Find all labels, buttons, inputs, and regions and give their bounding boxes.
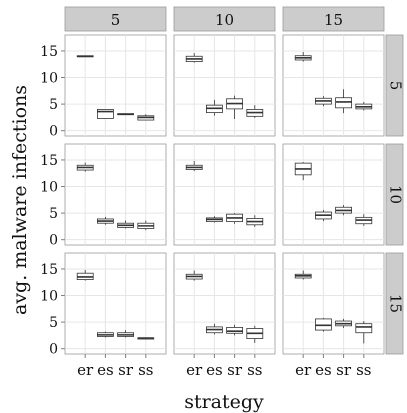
y-tick-label: 15 [40, 153, 58, 169]
panel-background [282, 34, 385, 137]
panel-background [173, 143, 276, 246]
panel-background [282, 252, 385, 355]
x-tick-label: sr [118, 361, 134, 379]
panel-background [64, 143, 167, 246]
y-tick-label: 0 [49, 124, 58, 140]
x-tick-label: es [206, 361, 223, 379]
row-strip [385, 143, 404, 246]
panel-background [64, 34, 167, 137]
x-axis-label: strategy [184, 391, 264, 413]
panel-background [282, 143, 385, 246]
x-tick-label: er [295, 361, 312, 379]
column-strip [173, 6, 276, 32]
row-strip-label: 5 [387, 81, 405, 91]
x-tick-label: ss [356, 361, 371, 379]
y-tick-label: 10 [40, 71, 58, 87]
column-strip-label: 15 [324, 11, 343, 29]
x-tick-label: ss [138, 361, 153, 379]
box-iqr [97, 109, 114, 119]
x-tick-label: es [315, 361, 332, 379]
y-tick-label: 0 [49, 342, 58, 358]
x-tick-label: sr [227, 361, 243, 379]
y-tick-label: 15 [40, 44, 58, 60]
x-tick-label: er [186, 361, 203, 379]
column-strip [282, 6, 385, 32]
y-tick-label: 10 [40, 289, 58, 305]
y-tick-label: 5 [49, 206, 58, 222]
box-iqr [355, 323, 373, 334]
panel-background [173, 34, 276, 137]
y-tick-label: 5 [49, 315, 58, 331]
x-tick-label: es [97, 361, 114, 379]
row-strip-label: 10 [387, 185, 405, 204]
y-axis-label: avg. malware infections [9, 85, 31, 315]
panel-background [64, 252, 167, 355]
row-strip [385, 34, 404, 137]
column-strip-label: 5 [111, 11, 121, 29]
y-tick-label: 0 [49, 233, 58, 249]
row-strip-label: 15 [387, 294, 405, 313]
x-tick-label: ss [247, 361, 262, 379]
y-tick-label: 5 [49, 97, 58, 113]
x-tick-label: sr [336, 361, 352, 379]
y-tick-label: 10 [40, 180, 58, 196]
column-strip-label: 10 [215, 11, 234, 29]
column-strip [64, 6, 167, 32]
y-tick-label: 15 [40, 262, 58, 278]
row-strip [385, 252, 404, 355]
x-tick-label: er [77, 361, 94, 379]
